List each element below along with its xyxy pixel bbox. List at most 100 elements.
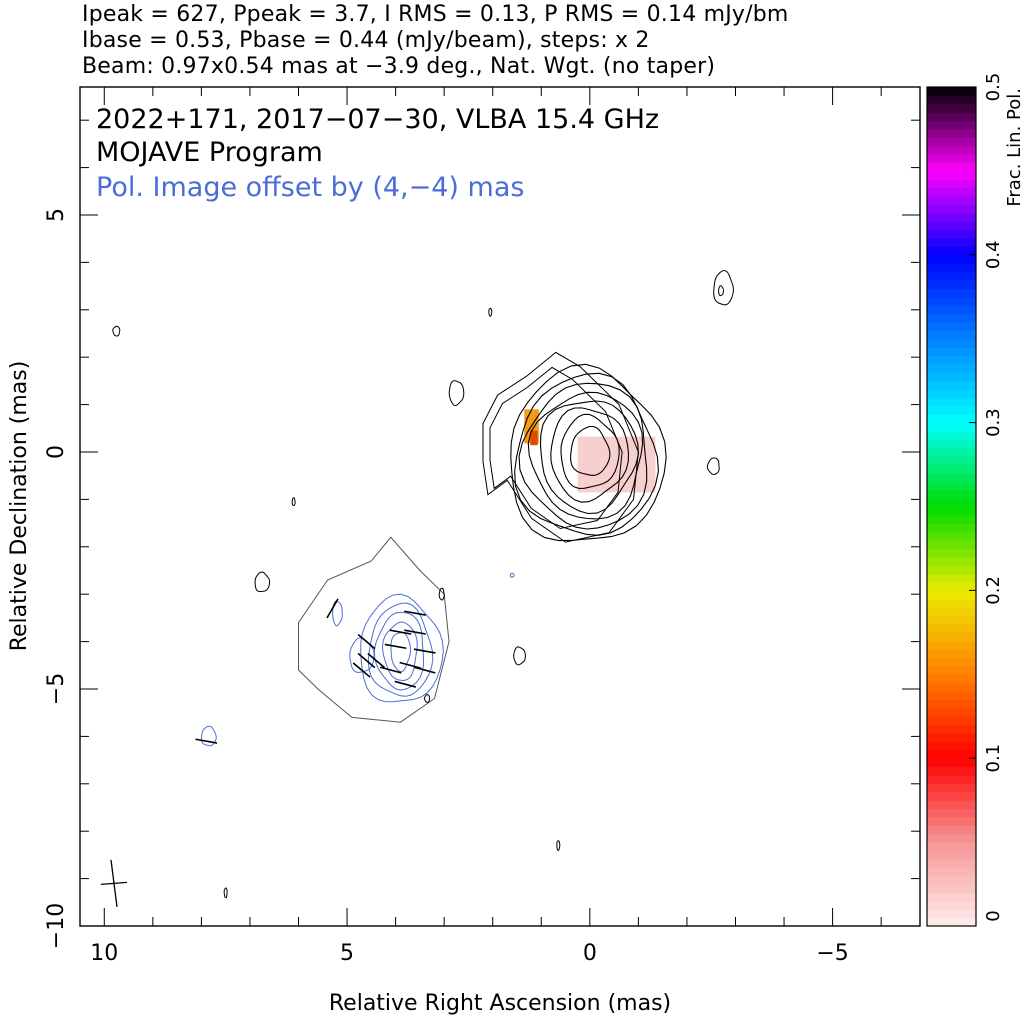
- colorbar-segment: [927, 170, 976, 180]
- colorbar-label: Frac. Lin. Pol.: [1004, 88, 1025, 207]
- y-tick-label: −5: [44, 673, 69, 705]
- pol-contour: [390, 631, 412, 673]
- pol-vector: [394, 680, 417, 688]
- colorbar-segment: [927, 825, 976, 835]
- pol-vector-layer: [100, 598, 436, 907]
- colorbar-tick-label: 0.2: [983, 576, 1004, 605]
- colorbar-segment: [927, 707, 976, 717]
- colorbar-segment: [927, 212, 976, 222]
- small-intensity-blob: [423, 694, 430, 703]
- colorbar-segment: [927, 279, 976, 289]
- small-intensity-blob: [254, 571, 271, 593]
- colorbar-segment: [927, 506, 976, 516]
- intensity-contour: [570, 425, 611, 476]
- colorbar-segment: [927, 439, 976, 449]
- colorbar-tick-label: 0.1: [983, 744, 1004, 773]
- colorbar-segment: [927, 430, 976, 440]
- colorbar-segment: [927, 95, 976, 105]
- intensity-contour: [539, 400, 639, 515]
- colorbar-segment: [927, 372, 976, 382]
- small-intensity-blob: [488, 307, 493, 317]
- colorbar-segment: [927, 380, 976, 390]
- colorbar-segment: [927, 103, 976, 113]
- colorbar-segment: [927, 674, 976, 684]
- colorbar-segment: [927, 531, 976, 541]
- small-intensity-blob: [718, 285, 724, 297]
- small-intensity-blob: [513, 646, 526, 666]
- pol-contour: [360, 593, 444, 703]
- header-line-1: Ipeak = 627, Ppeak = 3.7, I RMS = 0.13, …: [82, 2, 789, 27]
- colorbar-segment: [927, 774, 976, 784]
- colorbar-segment: [927, 137, 976, 147]
- pol-vector: [352, 662, 371, 678]
- colorbar-segment: [927, 758, 976, 768]
- pol-contour: [381, 621, 418, 682]
- small-intensity-blob: [223, 887, 228, 899]
- plot-title-line-1: 2022+171, 2017−07−30, VLBA 15.4 GHz: [96, 104, 659, 135]
- colorbar-segment: [927, 330, 976, 340]
- colorbar-segment: [927, 204, 976, 214]
- colorbar-segment: [927, 271, 976, 281]
- colorbar-segment: [927, 128, 976, 138]
- colorbar-segment: [927, 481, 976, 491]
- colorbar-segment: [927, 263, 976, 273]
- colorbar-segment: [927, 741, 976, 751]
- pol-vector: [379, 666, 402, 674]
- pol-vector: [404, 610, 426, 616]
- colorbar-segment: [927, 162, 976, 172]
- colorbar-segment: [927, 724, 976, 734]
- colorbar-segment: [927, 682, 976, 692]
- axis-ticks: 10 5 0 −5 5 0 −5 −10: [44, 87, 920, 966]
- pol-contour: [367, 602, 434, 697]
- pol-vector: [367, 652, 386, 669]
- colorbar-segment: [927, 456, 976, 466]
- intensity-contour: [514, 372, 659, 536]
- colorbar-tick-label: 0.4: [983, 240, 1004, 269]
- colorbar-segment: [927, 800, 976, 810]
- colorbar-segment: [927, 464, 976, 474]
- colorbar-segment: [927, 196, 976, 206]
- colorbar-segment: [927, 154, 976, 164]
- pol-contour: [373, 611, 424, 691]
- pol-vector: [357, 633, 376, 650]
- colorbar-segment: [927, 363, 976, 373]
- x-axis-label: Relative Right Ascension (mas): [329, 991, 671, 1016]
- colorbar-segment: [927, 657, 976, 667]
- small-pol-blob: [201, 725, 217, 747]
- colorbar-segment: [927, 288, 976, 298]
- colorbar-segment: [927, 405, 976, 415]
- colorbar: 0 0.1 0.2 0.3 0.4 0.5 Frac. Lin. Pol.: [926, 73, 1025, 927]
- y-tick-label: −10: [44, 903, 69, 949]
- colorbar-segment: [927, 498, 976, 508]
- small-intensity-blob: [291, 497, 296, 507]
- colorbar-segment: [927, 523, 976, 533]
- colorbar-segment: [927, 347, 976, 357]
- colorbar-segment: [927, 598, 976, 608]
- colorbar-segment: [927, 590, 976, 600]
- pol-vector: [326, 598, 339, 619]
- small-intensity-blob: [556, 840, 561, 852]
- colorbar-segment: [927, 321, 976, 331]
- x-tick-label: 0: [583, 941, 597, 966]
- colorbar-segment: [927, 389, 976, 399]
- colorbar-segment: [927, 187, 976, 197]
- colorbar-segment: [927, 640, 976, 650]
- colorbar-segment: [927, 472, 976, 482]
- colorbar-segment: [927, 573, 976, 583]
- y-axis-label: Relative Declination (mas): [7, 361, 32, 652]
- beam-minor-axis: [100, 881, 128, 885]
- colorbar-segment: [927, 548, 976, 558]
- colorbar-segment: [927, 649, 976, 659]
- small-pol-blob: [509, 572, 515, 578]
- colorbar-frame: [926, 86, 977, 927]
- pol-vector: [357, 652, 376, 669]
- colorbar-tick-label: 0.3: [983, 408, 1004, 437]
- colorbar-segment: [927, 892, 976, 902]
- colorbar-segment: [927, 489, 976, 499]
- colorbar-segment: [927, 615, 976, 625]
- contour-layer: [112, 270, 734, 899]
- pol-vector: [404, 629, 426, 635]
- colorbar-segment: [927, 665, 976, 675]
- colorbar-segment: [927, 816, 976, 826]
